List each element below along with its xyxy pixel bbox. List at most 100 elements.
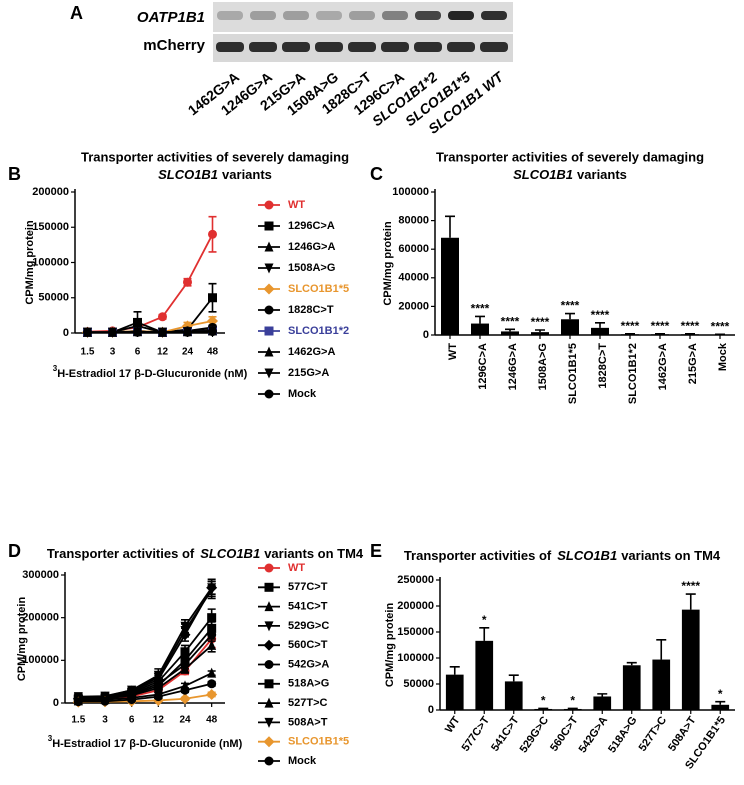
legend-marker [264, 756, 274, 766]
y-tick-label: 100000 [22, 654, 59, 666]
error-bar [535, 329, 545, 333]
legend-label: 1508A>G [288, 262, 335, 274]
x-tick-label: 3 [110, 347, 116, 358]
error-bar [479, 627, 490, 641]
x-tick-label: 1246G>A [507, 343, 519, 390]
significance: * [718, 687, 723, 701]
chart-title: Transporter activities of SLCO1B1 variants… [404, 548, 721, 563]
legend-label: SLCO1B1*2 [288, 325, 349, 337]
marker [180, 621, 190, 632]
blot-band [216, 42, 244, 52]
legend-label: WT [288, 562, 305, 574]
legend-label: WT [288, 199, 305, 211]
significance: **** [681, 579, 700, 593]
legend-marker [264, 660, 274, 669]
marker [127, 685, 137, 696]
significance: **** [501, 314, 520, 328]
chart-title: SLCO1B1 variants [158, 167, 272, 182]
x-tick-label: 518A>G [606, 715, 640, 756]
title-part: Transporter activities of [404, 548, 552, 563]
blot-band [283, 11, 309, 20]
legend-marker [264, 200, 274, 210]
legend-label: 560C>T [288, 639, 328, 651]
marker [153, 682, 163, 693]
legend-label: 508A>T [288, 716, 328, 728]
series [73, 578, 217, 703]
marker [180, 663, 190, 674]
x-tick-label: 48 [207, 347, 219, 358]
legend-label: 1246G>A [288, 241, 335, 253]
y-axis-label: CPM/mg protein [384, 603, 396, 688]
y-axis-label: CPM/mg protein [16, 597, 28, 682]
marker [208, 293, 217, 303]
series [73, 629, 217, 706]
error-bar [445, 215, 455, 238]
bar [445, 674, 464, 710]
legend-marker [264, 263, 274, 274]
series [72, 580, 218, 705]
blot-band [447, 42, 475, 52]
bar [711, 704, 730, 710]
marker [83, 327, 92, 337]
x-tick-label: 215G>A [687, 343, 699, 384]
bar [593, 696, 612, 710]
line [87, 297, 214, 334]
legend-label: 577C>T [288, 581, 328, 593]
x-tick-label: 1.5 [71, 715, 85, 726]
legend-label: SLCO1B1*5 [288, 736, 349, 748]
y-axis-label: CPM/mg protein [382, 221, 394, 306]
blot-band [316, 11, 342, 20]
y-tick-label: 100000 [32, 256, 69, 268]
error-bar [449, 666, 460, 675]
x-tick-label: 1508A>G [537, 343, 549, 390]
x-tick-label: Mock [717, 342, 729, 371]
legend-label: 1296C>A [288, 220, 335, 232]
title-part: Transporter activities of [47, 546, 195, 561]
legend-marker [263, 736, 275, 748]
legend-label: 518A>G [288, 678, 329, 690]
bar [651, 334, 669, 335]
blot-row-label: mCherry [143, 37, 205, 54]
blot-band [348, 42, 376, 52]
marker [207, 315, 218, 327]
panel-label: B [8, 164, 21, 184]
legend-marker [264, 241, 274, 252]
x-tick-label: 48 [206, 715, 218, 726]
chart-title: Transporter activities of SLCO1B1 variants… [47, 546, 364, 561]
legend-marker [264, 305, 274, 315]
marker [133, 327, 142, 337]
legend-marker [264, 563, 274, 573]
error-bar [597, 693, 608, 697]
marker [207, 639, 217, 650]
bar [471, 323, 489, 335]
x-tick-label: 3 [102, 715, 108, 726]
blot-band [448, 11, 474, 20]
significance: **** [561, 299, 580, 313]
marker [158, 312, 167, 322]
error-bar [656, 639, 667, 660]
significance: * [482, 613, 487, 627]
title-italic: SLCO1B1 [158, 167, 218, 182]
series [73, 679, 217, 707]
legend-label: 1828C>T [288, 304, 334, 316]
series [83, 327, 217, 337]
bar [475, 640, 494, 710]
bar [652, 659, 671, 710]
significance: * [570, 694, 575, 708]
blot-band [480, 42, 508, 52]
legend-label: 541C>T [288, 601, 328, 613]
y-tick-label: 200000 [22, 612, 59, 624]
line [87, 330, 213, 334]
bar [681, 609, 700, 710]
bar [504, 681, 523, 710]
error-bar [626, 661, 637, 666]
title-part: variants [222, 167, 272, 182]
line [78, 587, 213, 698]
line [87, 233, 214, 333]
y-tick-label: 150000 [32, 221, 69, 233]
marker [207, 623, 217, 633]
blot-band [282, 42, 310, 52]
x-tick-label: WT [443, 714, 463, 735]
x-label-sup: 3 [53, 364, 58, 373]
legend-marker [264, 601, 274, 612]
